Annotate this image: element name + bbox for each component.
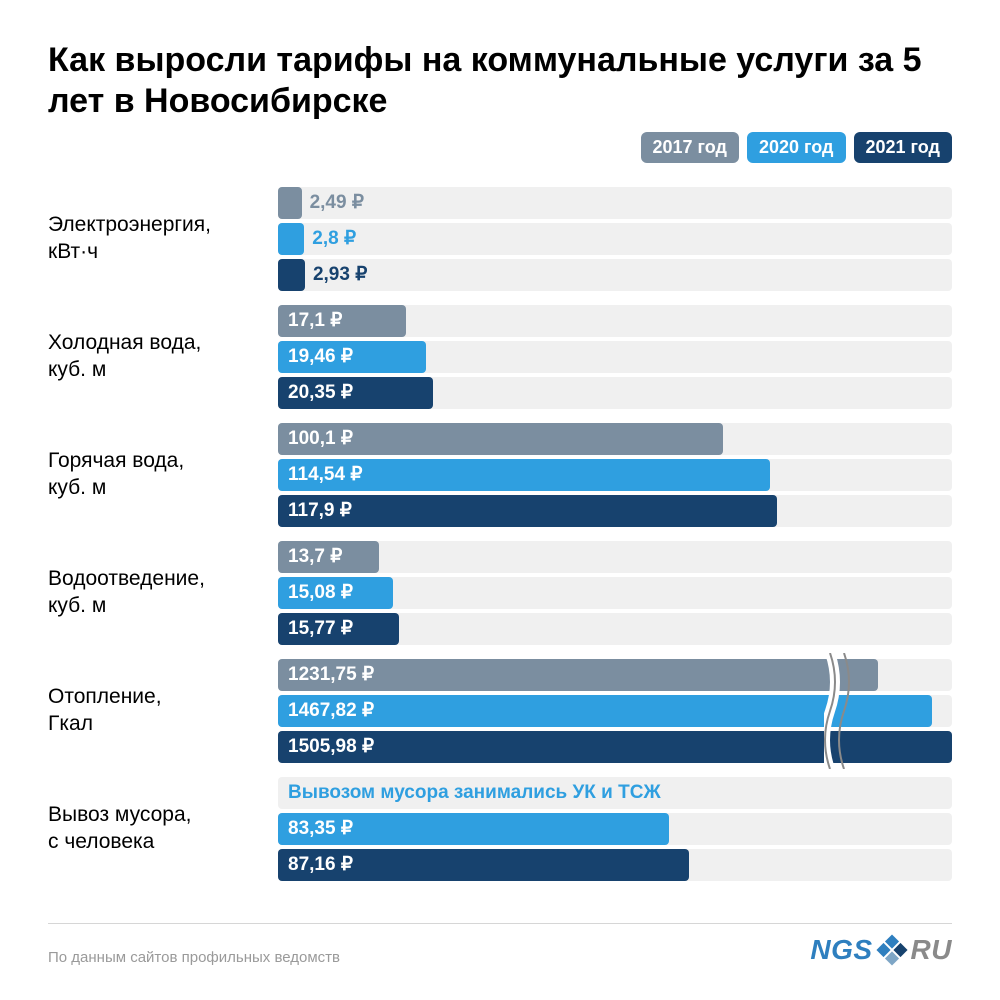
bar-group: Электроэнергия,кВт·ч2,49 ₽2,8 ₽2,93 ₽ <box>48 187 952 291</box>
bars-column: 17,1 ₽ 19,46 ₽ 20,35 ₽ <box>278 305 952 409</box>
legend-item: 2021 год <box>854 132 953 163</box>
bars-column: 100,1 ₽ 114,54 ₽ 117,9 ₽ <box>278 423 952 527</box>
bar: 100,1 ₽ <box>278 423 723 455</box>
group-label: Отопление,Гкал <box>48 684 278 737</box>
bar: 1231,75 ₽ <box>278 659 878 691</box>
logo-ru: RU <box>911 934 952 966</box>
bar-value-label: 15,08 ₽ <box>278 581 363 604</box>
bar-groups: Электроэнергия,кВт·ч2,49 ₽2,8 ₽2,93 ₽Хол… <box>48 187 952 881</box>
legend-item: 2020 год <box>747 132 846 163</box>
bar-track: 1467,82 ₽ <box>278 695 952 727</box>
source-logo: NGS RU <box>810 934 952 966</box>
bar-value-label: 83,35 ₽ <box>278 817 363 840</box>
bar-value-label: 114,54 ₽ <box>278 463 372 486</box>
bar: 15,08 ₽ <box>278 577 393 609</box>
bar-track: 20,35 ₽ <box>278 377 952 409</box>
bar-track: Вывозом мусора занимались УК и ТСЖ <box>278 777 952 809</box>
bar-group: Горячая вода,куб. м100,1 ₽ 114,54 ₽ 117,9 … <box>48 423 952 527</box>
group-label: Вывоз мусора,с человека <box>48 802 278 855</box>
bar-group: Водоотведение,куб. м13,7 ₽ 15,08 ₽ 15,77 ₽ <box>48 541 952 645</box>
bar-track: 2,8 ₽ <box>278 223 952 255</box>
bar: 13,7 ₽ <box>278 541 379 573</box>
bar-track: 13,7 ₽ <box>278 541 952 573</box>
bar: 1467,82 ₽ <box>278 695 932 727</box>
footnote: По данным сайтов профильных ведомств <box>48 949 340 966</box>
bar: 15,77 ₽ <box>278 613 399 645</box>
bar: 114,54 ₽ <box>278 459 770 491</box>
legend: 2017 год2020 год 2021 год <box>48 132 952 163</box>
bar-value-label: 2,49 ₽ <box>302 191 374 214</box>
bar-value-label: 15,77 ₽ <box>278 617 363 640</box>
bar-track: 1505,98 ₽ <box>278 731 952 763</box>
group-label: Холодная вода,куб. м <box>48 330 278 383</box>
bar: 17,1 ₽ <box>278 305 406 337</box>
bar-group: Вывоз мусора,с человекаВывозом мусора за… <box>48 777 952 881</box>
bar-track: 83,35 ₽ <box>278 813 952 845</box>
bar: 19,46 ₽ <box>278 341 426 373</box>
bar-track: 15,08 ₽ <box>278 577 952 609</box>
legend-item: 2017 год <box>641 132 740 163</box>
bar-track: 2,93 ₽ <box>278 259 952 291</box>
bar: 2,93 ₽ <box>278 259 305 291</box>
bar-track: 114,54 ₽ <box>278 459 952 491</box>
bar-track: 17,1 ₽ <box>278 305 952 337</box>
group-label: Горячая вода,куб. м <box>48 448 278 501</box>
bars-column: 2,49 ₽2,8 ₽2,93 ₽ <box>278 187 952 291</box>
bar-track: 117,9 ₽ <box>278 495 952 527</box>
footer: По данным сайтов профильных ведомств NGS… <box>48 923 952 966</box>
bar-value-label: 19,46 ₽ <box>278 345 363 368</box>
bar-value-label: 1467,82 ₽ <box>278 699 384 722</box>
group-label: Водоотведение,куб. м <box>48 566 278 619</box>
bar-value-label: 20,35 ₽ <box>278 381 363 404</box>
bar-track: 15,77 ₽ <box>278 613 952 645</box>
bar: 83,35 ₽ <box>278 813 669 845</box>
bar-value-label: 17,1 ₽ <box>278 309 352 332</box>
bar-value-label: 117,9 ₽ <box>278 499 362 522</box>
bar-value-label: 2,8 ₽ <box>304 227 366 250</box>
group-label: Электроэнергия,кВт·ч <box>48 212 278 265</box>
bar-value-label: 87,16 ₽ <box>278 853 363 876</box>
bar-track: 1231,75 ₽ <box>278 659 952 691</box>
bar-value-label: 100,1 ₽ <box>278 427 363 450</box>
bar-value-label: 13,7 ₽ <box>278 545 352 568</box>
chart-title: Как выросли тарифы на коммунальные услуг… <box>48 40 952 122</box>
bars-column: 13,7 ₽ 15,08 ₽ 15,77 ₽ <box>278 541 952 645</box>
bar-track: 87,16 ₽ <box>278 849 952 881</box>
bar: 1505,98 ₽ <box>278 731 952 763</box>
bar-track: 2,49 ₽ <box>278 187 952 219</box>
bar-track: 19,46 ₽ <box>278 341 952 373</box>
bar: 2,49 ₽ <box>278 187 302 219</box>
bar: 20,35 ₽ <box>278 377 433 409</box>
bar-track: 100,1 ₽ <box>278 423 952 455</box>
bar-value-label: 1505,98 ₽ <box>278 735 384 758</box>
logo-ngs: NGS <box>810 934 872 966</box>
bar-group: Отопление,Гкал1231,75 ₽ 1467,82 ₽ 1505,98 … <box>48 659 952 763</box>
bar-note: Вывозом мусора занимались УК и ТСЖ <box>278 777 952 809</box>
bar-value-label: 2,93 ₽ <box>305 263 377 286</box>
bar-group: Холодная вода,куб. м17,1 ₽ 19,46 ₽ 20,35 ₽ <box>48 305 952 409</box>
bar: 87,16 ₽ <box>278 849 689 881</box>
bar: 2,8 ₽ <box>278 223 304 255</box>
bar-value-label: 1231,75 ₽ <box>278 663 384 686</box>
bars-column: Вывозом мусора занимались УК и ТСЖ 83,35 … <box>278 777 952 881</box>
bars-column: 1231,75 ₽ 1467,82 ₽ 1505,98 ₽ <box>278 659 952 763</box>
logo-icon <box>876 934 907 965</box>
bar: 117,9 ₽ <box>278 495 777 527</box>
